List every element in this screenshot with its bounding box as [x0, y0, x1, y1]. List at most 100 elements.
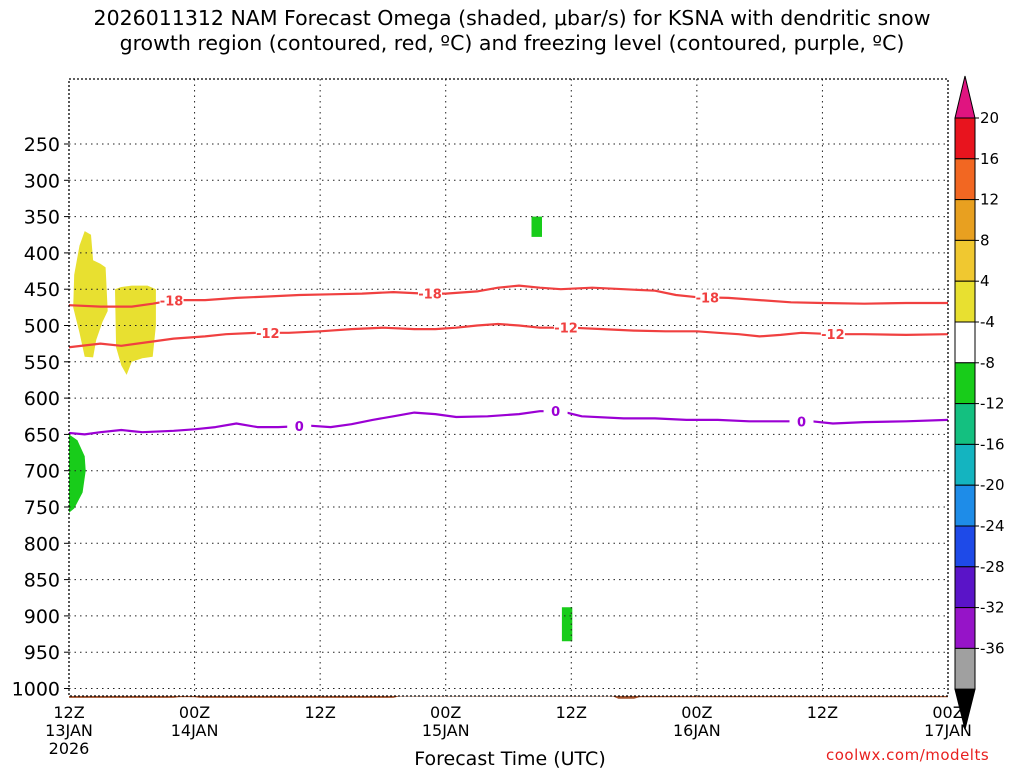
colorbar-label-5: -4	[980, 313, 995, 331]
chart-title-line1: 2026011312 NAM Forecast Omega (shaded, μ…	[93, 6, 931, 30]
colorbar-label-12: -32	[980, 599, 1005, 617]
credit-text: coolwx.com/modelts	[826, 746, 990, 764]
x-tick-label-84-1: 00Z	[932, 703, 963, 722]
contour-label-bg--12-1	[554, 319, 579, 335]
contour-label--18-0: -18	[160, 294, 184, 309]
omega-shading	[69, 216, 573, 642]
contour-label--12-2: -12	[821, 328, 845, 343]
colorbar-box-7	[954, 403, 976, 445]
colorbar-label-3: 8	[980, 231, 990, 249]
contour-label-bg--18-0	[159, 292, 184, 308]
x-tick-label-36-2: 15JAN	[422, 721, 470, 740]
x-tick-label-24-1: 12Z	[304, 703, 335, 722]
contour-label-bg-0-2	[789, 413, 814, 429]
colorbar-box-9	[954, 484, 976, 527]
contour-line--18	[68, 284, 948, 308]
colorbar-label-2: 12	[980, 191, 999, 209]
contour-label-0-2: 0	[797, 415, 806, 430]
y-tick-label-600: 600	[24, 388, 60, 410]
contour-line--12	[68, 322, 949, 349]
colorbar-label-1: 16	[980, 150, 999, 168]
y-tick-label-250: 250	[24, 134, 60, 156]
colorbar-top-triangle	[954, 75, 976, 119]
contour-label-bg-0-1	[543, 403, 568, 419]
terrain-layer	[69, 696, 948, 699]
y-tick-label-750: 750	[24, 497, 60, 519]
x-tick-label-60-1: 00Z	[681, 703, 712, 722]
y-tick-label-650: 650	[24, 424, 60, 446]
y-tick-label-450: 450	[24, 279, 60, 301]
colorbar-box-12	[954, 607, 976, 649]
x-tick-label-0-1: 12Z	[53, 703, 84, 722]
plot-frame	[68, 78, 949, 697]
contour-label--12-0: -12	[256, 327, 280, 342]
omega-region-1	[73, 231, 108, 358]
axes: 250 300 350 400 450 500 550 600 650 700 750 800 850 9…	[12, 134, 972, 758]
colorbar: 20 16 12 8 4 -4 -8 -12 -16 -20 -24 -28 -32 -36	[954, 75, 1005, 730]
colorbar-box-1	[954, 158, 976, 201]
omega-region-4	[531, 216, 542, 237]
plot-border	[68, 78, 949, 697]
x-tick-label-0-2: 13JAN	[45, 721, 93, 740]
colorbar-box-2	[954, 199, 976, 241]
x-tick-label-12-2: 14JAN	[171, 721, 219, 740]
colorbar-box-6	[954, 362, 976, 405]
colorbar-box-11	[954, 566, 976, 609]
colorbar-box-3	[954, 239, 976, 282]
x-tick-label-48-1: 12Z	[556, 703, 587, 722]
contour-lines: -18 -18 -18 -12 -12 -12 0 0 0	[68, 284, 949, 436]
colorbar-box-10	[954, 525, 976, 568]
contour-label-bg--12-2	[820, 326, 845, 342]
y-tick-label-500: 500	[24, 316, 60, 338]
x-tick-label-0-3: 2026	[49, 739, 90, 758]
colorbar-label-6: -8	[980, 354, 995, 372]
colorbar-box-8	[954, 443, 976, 486]
y-tick-label-950: 950	[24, 642, 60, 664]
colorbar-label-11: -28	[980, 558, 1005, 576]
colorbar-box-13	[954, 647, 976, 690]
x-tick-label-72-1: 12Z	[807, 703, 838, 722]
colorbar-label-9: -20	[980, 476, 1005, 494]
contour-label-bg--12-0	[255, 324, 280, 340]
y-tick-label-1000: 1000	[12, 679, 60, 701]
colorbar-box-0	[954, 117, 976, 160]
colorbar-label-10: -24	[980, 517, 1005, 535]
chart-title: 2026011312 NAM Forecast Omega (shaded, μ…	[0, 6, 1024, 56]
colorbar-box-5	[954, 321, 976, 364]
omega-region-2	[115, 285, 156, 375]
contour-label-bg--18-1	[418, 285, 443, 301]
chart-title-line2: growth region (contoured, red, ºC) and f…	[119, 31, 905, 55]
y-tick-label-300: 300	[24, 170, 60, 192]
y-tick-label-850: 850	[24, 570, 60, 592]
terrain-fill	[69, 696, 948, 699]
colorbar-box-4	[954, 280, 976, 323]
colorbar-label-0: 20	[980, 109, 999, 127]
omega-region-3	[69, 434, 86, 513]
contour-label-bg--18-2	[695, 289, 720, 305]
y-tick-label-550: 550	[24, 352, 60, 374]
x-axis-label: Forecast Time (UTC)	[414, 748, 605, 768]
contour-label--12-1: -12	[554, 322, 578, 337]
x-tick-label-84-2: 17JAN	[924, 721, 972, 740]
y-tick-label-400: 400	[24, 243, 60, 265]
x-tick-label-60-2: 16JAN	[673, 721, 721, 740]
y-tick-label-700: 700	[24, 461, 60, 483]
colorbar-bottom-triangle	[954, 688, 976, 730]
colorbar-label-13: -36	[980, 639, 1005, 657]
grid-lines	[69, 79, 948, 696]
contour-label--18-2: -18	[696, 291, 720, 306]
colorbar-label-8: -16	[980, 435, 1005, 453]
contour-label--18-1: -18	[418, 288, 442, 303]
omega-region-5	[561, 607, 573, 642]
contour-line-0	[68, 410, 949, 436]
contour-label-0-1: 0	[551, 405, 560, 420]
y-tick-label-900: 900	[24, 606, 60, 628]
y-tick-label-800: 800	[24, 533, 60, 555]
x-tick-label-36-1: 00Z	[430, 703, 461, 722]
contour-label-0-0: 0	[295, 420, 304, 435]
contour-label-bg-0-0	[287, 418, 312, 434]
colorbar-label-4: 4	[980, 272, 990, 290]
x-tick-label-12-1: 00Z	[179, 703, 210, 722]
y-tick-label-350: 350	[24, 207, 60, 229]
colorbar-label-7: -12	[980, 395, 1005, 413]
